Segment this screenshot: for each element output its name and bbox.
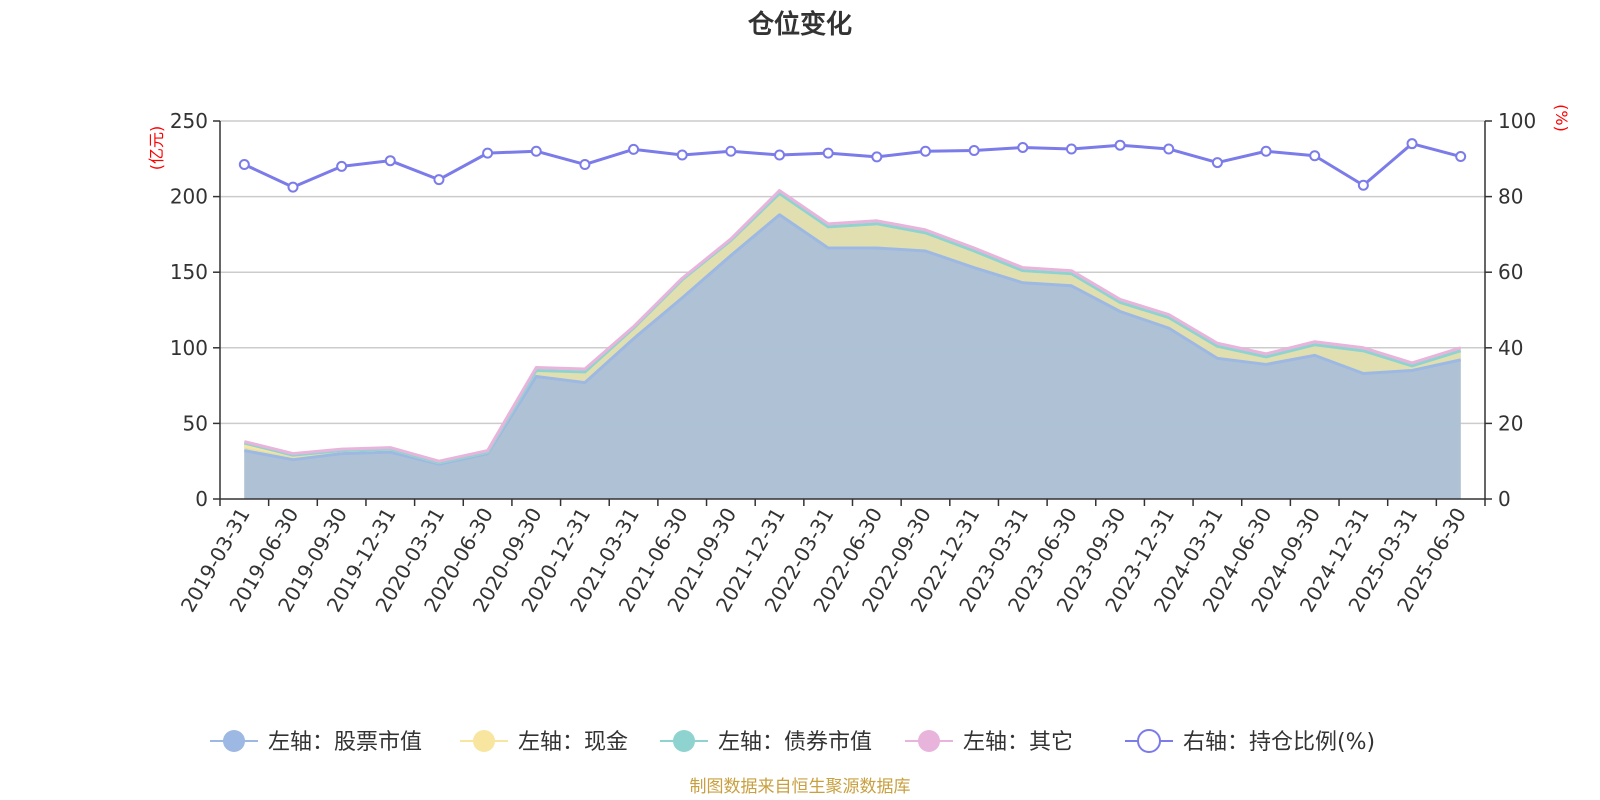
legend: 左轴：股票市值 左轴：现金 左轴：债券市值 左轴：其它 右轴：持仓比例(%) [210, 729, 1375, 755]
ratio-point [1309, 150, 1321, 162]
ratio-point [1114, 139, 1126, 151]
left-axis-tick-label: 0 [195, 487, 208, 511]
ratio-point [238, 158, 250, 170]
ratio-point [384, 155, 396, 167]
legend-marker-4 [918, 730, 940, 752]
ratio-point [1163, 143, 1175, 155]
ratio-point [482, 147, 494, 159]
legend-label-3: 左轴：债券市值 [718, 730, 872, 755]
area-series-line-4 [243, 189, 1462, 463]
legend-label-4: 左轴：其它 [963, 730, 1073, 755]
left-axis-tick-label: 200 [170, 185, 208, 209]
holding-ratio-line [238, 138, 1467, 193]
right-axis-tick-label: 80 [1498, 185, 1523, 209]
left-axis-tick-label: 250 [170, 109, 208, 133]
chart-title: 仓位变化 [747, 9, 852, 40]
ratio-point [1065, 143, 1077, 155]
ratio-point [968, 144, 980, 156]
right-axis-tick-label: 20 [1498, 411, 1523, 435]
legend-label-5: 右轴：持仓比例(%) [1183, 730, 1375, 755]
ratio-line [243, 142, 1462, 189]
ratio-point [919, 145, 931, 157]
right-axis-unit: (%) [1552, 104, 1571, 132]
ratio-point [1455, 151, 1467, 163]
ratio-point [579, 158, 591, 170]
ratio-point [725, 145, 737, 157]
right-axis-tick-label: 40 [1498, 336, 1523, 360]
left-axis-tick-label: 50 [183, 411, 208, 435]
legend-marker-1 [223, 730, 245, 752]
right-axis-tick-label: 0 [1498, 487, 1511, 511]
ratio-point [1357, 179, 1369, 191]
legend-marker-2 [473, 730, 495, 752]
ratio-point [1211, 157, 1223, 169]
left-axis-tick-label: 100 [170, 336, 208, 360]
ratio-point [1260, 145, 1272, 157]
ratio-point [336, 160, 348, 172]
ratio-point [530, 145, 542, 157]
ratio-point [433, 174, 445, 186]
ratio-point [676, 149, 688, 161]
ratio-point [1017, 141, 1029, 153]
ratio-point [1406, 138, 1418, 150]
legend-label-2: 左轴：现金 [518, 730, 628, 755]
ratio-point [822, 147, 834, 159]
legend-label-1: 左轴：股票市值 [268, 730, 422, 755]
ratio-point [287, 181, 299, 193]
left-axis-unit: (亿元) [147, 126, 166, 171]
data-source-note: 制图数据来自恒生聚源数据库 [690, 777, 911, 797]
area-series-1 [244, 214, 1461, 499]
right-axis-tick-label: 60 [1498, 260, 1523, 284]
right-axis-tick-label: 100 [1498, 109, 1536, 133]
legend-marker-3 [673, 730, 695, 752]
stacked-areas [243, 189, 1462, 500]
ratio-point [774, 149, 786, 161]
left-axis-tick-label: 150 [170, 260, 208, 284]
ratio-point [628, 143, 640, 155]
ratio-point [871, 151, 883, 163]
legend-marker-5 [1137, 729, 1161, 753]
